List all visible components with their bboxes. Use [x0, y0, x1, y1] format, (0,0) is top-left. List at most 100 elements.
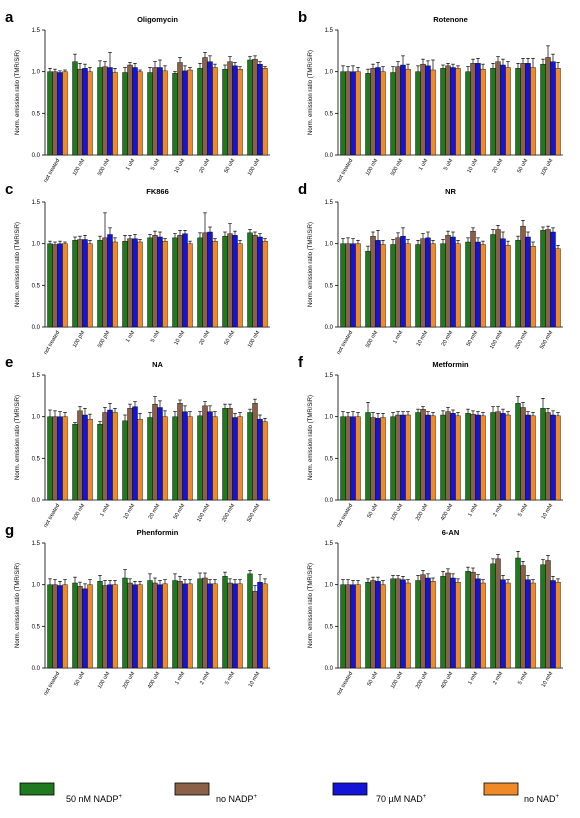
bar-no_nad [455, 68, 461, 156]
bar-nad70 [182, 70, 188, 156]
bar-nadp50 [490, 234, 496, 328]
x-tick-label: not treated [43, 330, 61, 356]
bar-no_nadp [52, 416, 58, 501]
bar-no_nad [405, 582, 411, 669]
bar-nad70 [400, 414, 406, 501]
bar-nad70 [157, 584, 163, 669]
bar-no_nad [87, 418, 93, 501]
x-tick-label: 1 uM [418, 158, 430, 172]
bar-no_nadp [445, 572, 451, 669]
x-tick-label: 400 uM [147, 671, 162, 690]
bar-nadp50 [490, 68, 496, 156]
bar-no_nad [555, 68, 561, 156]
panel-f: f Metformin Norm. emission ratio (TMR/SiR)… [298, 354, 563, 529]
y-axis-label: Norm. emission ratio (TMR/SiR) [15, 50, 21, 135]
bar-no_nadp [227, 582, 233, 669]
bar-no_nad [237, 416, 243, 501]
bar-nadp50 [122, 577, 128, 669]
y-tick-label: 1.5 [325, 200, 334, 206]
bar-nadp50 [490, 563, 496, 669]
bar-no_nad [455, 415, 461, 501]
bar-no_nad [380, 417, 386, 501]
bar-nadp50 [247, 232, 253, 328]
x-tick-label: 500 nM [365, 330, 380, 349]
bar-no_nad [405, 68, 411, 156]
bar-no_nad [262, 421, 268, 501]
bar-nad70 [500, 238, 506, 328]
bar-no_nad [162, 416, 168, 501]
bar-no_nadp [395, 237, 401, 328]
bar-no_nadp [177, 62, 183, 156]
bar-no_nadp [127, 408, 133, 501]
bar-nadp50 [122, 72, 128, 156]
panel-letter: e [5, 354, 13, 371]
bar-nadp50 [72, 240, 78, 328]
bar-no_nad [380, 584, 386, 669]
bar-no_nad [62, 584, 68, 669]
panel-title: Oligomycin [137, 15, 178, 24]
bar-no_nadp [495, 229, 501, 328]
x-tick-label: 1 mM [467, 671, 479, 686]
bar-no_nadp [520, 565, 526, 669]
panel-e: e NA Norm. emission ratio (TMR/SiR) 0.0 0.5 1… [5, 354, 270, 529]
x-tick-label: 50 uM [366, 671, 379, 688]
bar-no_nadp [520, 63, 526, 156]
bar-nad70 [232, 583, 238, 669]
bar-no_nadp [470, 63, 476, 156]
bar-nadp50 [340, 243, 346, 328]
bar-no_nadp [227, 233, 233, 328]
x-tick-label: 200 uM [415, 671, 430, 690]
bar-no_nad [555, 581, 561, 669]
bar-nadp50 [365, 412, 371, 501]
y-tick-label: 1.0 [32, 415, 41, 421]
bar-nad70 [500, 64, 506, 156]
bar-nad70 [232, 235, 238, 328]
bar-no_nad [137, 241, 143, 328]
bar-no_nadp [102, 237, 108, 328]
bar-no_nadp [227, 408, 233, 501]
x-tick-label: 100 nM [72, 158, 87, 177]
x-tick-label: 500 nM [97, 158, 112, 177]
bar-no_nadp [202, 232, 208, 328]
legend-label-no_nad: no NAD+ [524, 794, 560, 804]
y-tick-label: 1.5 [325, 373, 334, 379]
y-tick-label: 1.5 [32, 373, 41, 379]
y-tick-label: 0.0 [32, 498, 41, 504]
bar-nad70 [425, 577, 431, 669]
bar-nadp50 [540, 564, 546, 669]
x-tick-label: 2 mM [199, 671, 211, 686]
x-tick-label: 50 uM [73, 671, 86, 688]
x-tick-label: not treated [43, 503, 61, 529]
bar-no_nad [62, 416, 68, 501]
y-tick-label: 0.0 [32, 325, 41, 331]
bar-no_nad [62, 71, 68, 156]
bar-no_nad [430, 581, 436, 669]
x-tick-label: 20 uM [491, 158, 504, 175]
x-tick-label: 50 uM [516, 158, 529, 175]
panel-title: NR [445, 187, 456, 196]
panel-title: Metformin [432, 360, 469, 369]
bar-nadp50 [97, 423, 103, 501]
x-tick-label: 200 mM [221, 503, 236, 524]
bar-nadp50 [390, 416, 396, 501]
bar-nad70 [550, 414, 556, 501]
panel-letter: g [5, 522, 14, 539]
bar-no_nadp [545, 229, 551, 328]
bar-nadp50 [172, 416, 178, 501]
x-tick-label: 1 mM [392, 330, 404, 345]
bar-nadp50 [540, 63, 546, 156]
bar-nadp50 [72, 582, 78, 669]
y-tick-label: 0.0 [325, 498, 334, 504]
bar-no_nad [212, 583, 218, 669]
panel-letter: c [5, 181, 13, 198]
x-tick-label: 5 mM [224, 671, 236, 686]
bar-nadp50 [247, 412, 253, 501]
bar-no_nadp [52, 71, 58, 156]
bar-no_nadp [470, 413, 476, 501]
x-tick-label: 100 mM [196, 503, 211, 524]
x-tick-label: 100 nM [247, 330, 262, 349]
bar-nad70 [82, 414, 88, 501]
bar-no_nad [505, 414, 511, 501]
bar-nadp50 [340, 584, 346, 669]
bar-no_nad [455, 243, 461, 328]
